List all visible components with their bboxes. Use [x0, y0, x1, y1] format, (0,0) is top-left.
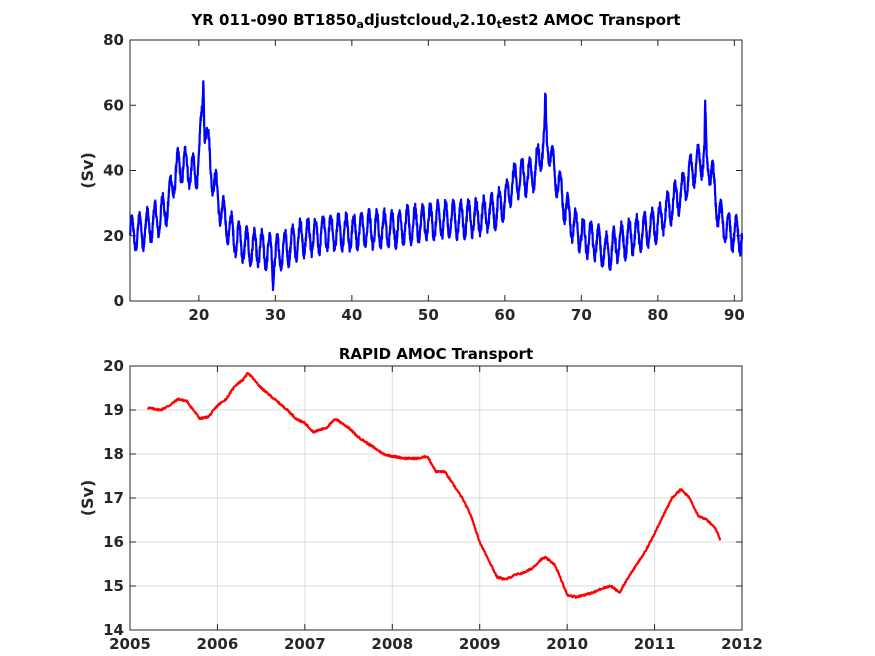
- x-tick-label: 30: [265, 306, 286, 324]
- title-part: 2.10: [460, 11, 497, 29]
- plot-area: 20 30 40 50 60 70 80 90 0 20 40 60 80: [103, 31, 745, 324]
- y-tick-label: 20: [103, 227, 124, 245]
- x-tick-label: 60: [494, 306, 515, 324]
- y-tick-label: 60: [103, 96, 124, 114]
- y-tick-label: 18: [103, 445, 124, 463]
- y-tick-label: 17: [103, 489, 124, 507]
- chart-title: YR 011-090 BT1850adjustcloudv2.10test2 A…: [190, 11, 680, 31]
- x-tick-label: 90: [724, 306, 745, 324]
- y-axis-label: (Sv): [78, 152, 97, 189]
- y-axis-label: (Sv): [78, 480, 97, 517]
- x-tick-label: 50: [418, 306, 439, 324]
- x-tick-label: 2008: [371, 635, 413, 653]
- x-tick-label: 2009: [459, 635, 501, 653]
- y-tick-label: 16: [103, 533, 124, 551]
- x-tick-label: 2011: [634, 635, 676, 653]
- title-part: t: [497, 18, 502, 31]
- y-tick-label: 14: [103, 621, 124, 639]
- chart-rapid-amoc: RAPID AMOC Transport 2005 2006 2007 2008 200…: [78, 345, 763, 653]
- title-part: est2 AMOC Transport: [502, 11, 681, 29]
- x-tick-label: 80: [647, 306, 668, 324]
- x-tick-label: 2006: [197, 635, 239, 653]
- title-part: YR 011-090 BT1850: [190, 11, 356, 29]
- x-tick-label: 20: [188, 306, 209, 324]
- chart-title: RAPID AMOC Transport: [339, 345, 533, 363]
- title-part: a: [357, 18, 364, 31]
- x-tick-label: 2010: [546, 635, 588, 653]
- title-part: v: [452, 18, 460, 31]
- y-tick-label: 40: [103, 162, 124, 180]
- y-tick-label: 80: [103, 31, 124, 49]
- y-tick-label: 20: [103, 357, 124, 375]
- plot-area: 2005 2006 2007 2008 2009 2010 2011 2012 14 15 16 17…: [103, 357, 763, 653]
- y-tick-label: 15: [103, 577, 124, 595]
- series-line: [128, 80, 744, 292]
- x-tick-label: 2012: [721, 635, 763, 653]
- title-part: djustcloud: [364, 11, 452, 29]
- x-tick-label: 40: [341, 306, 362, 324]
- y-tick-label: 0: [114, 292, 124, 310]
- x-tick-label: 70: [571, 306, 592, 324]
- series-line: [146, 372, 722, 599]
- chart-model-amoc: YR 011-090 BT1850adjustcloudv2.10test2 A…: [78, 11, 745, 324]
- y-tick-label: 19: [103, 401, 124, 419]
- axes-box: [129, 39, 743, 302]
- x-tick-label: 2005: [109, 635, 151, 653]
- x-tick-label: 2007: [284, 635, 326, 653]
